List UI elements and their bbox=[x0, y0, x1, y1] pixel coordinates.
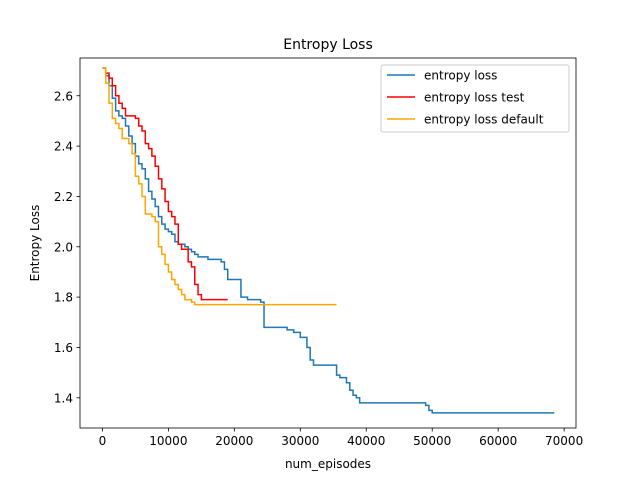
legend: entropy loss entropy loss test entropy los… bbox=[380, 64, 570, 133]
y-axis-label: Entropy Loss bbox=[28, 205, 42, 282]
y-tick-label: 2.0 bbox=[54, 240, 73, 254]
series-line-2 bbox=[102, 67, 337, 306]
x-tick-label: 20000 bbox=[215, 434, 253, 448]
series-line-1 bbox=[102, 67, 228, 301]
x-axis: 0 10000 20000 30000 40000 50000 60000 70000 bbox=[99, 428, 583, 448]
x-tick-label: 30000 bbox=[281, 434, 319, 448]
x-tick-label: 40000 bbox=[347, 434, 385, 448]
legend-label-1: entropy loss test bbox=[424, 91, 525, 105]
x-axis-label: num_episodes bbox=[285, 457, 371, 471]
x-tick-label: 70000 bbox=[545, 434, 583, 448]
legend-label-2: entropy loss default bbox=[424, 113, 544, 127]
chart-title: Entropy Loss bbox=[283, 37, 373, 53]
plot-area bbox=[102, 67, 555, 414]
y-tick-label: 1.6 bbox=[54, 341, 73, 355]
y-tick-label: 2.6 bbox=[54, 89, 73, 103]
x-tick-label: 0 bbox=[99, 434, 107, 448]
y-tick-label: 2.2 bbox=[54, 190, 73, 204]
axes-frame bbox=[79, 57, 577, 429]
y-tick-label: 1.8 bbox=[54, 291, 73, 305]
x-tick-label: 10000 bbox=[149, 434, 187, 448]
legend-box bbox=[380, 64, 570, 133]
x-tick-label: 50000 bbox=[413, 434, 451, 448]
y-axis: 1.4 1.6 1.8 2.0 2.2 2.4 2.6 bbox=[54, 89, 80, 405]
y-tick-label: 1.4 bbox=[54, 391, 73, 405]
x-tick-label: 60000 bbox=[479, 434, 517, 448]
legend-label-0: entropy loss bbox=[424, 69, 497, 83]
y-tick-label: 2.4 bbox=[54, 140, 73, 154]
